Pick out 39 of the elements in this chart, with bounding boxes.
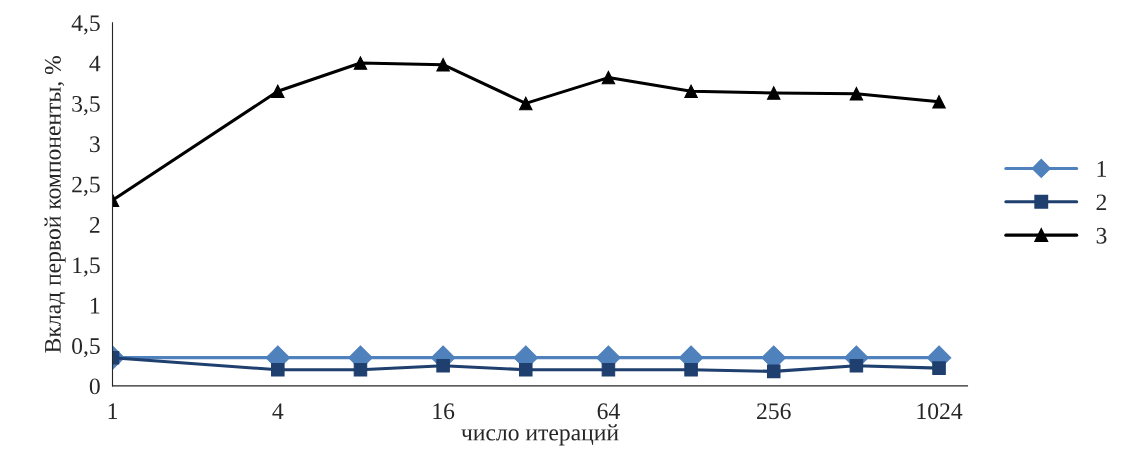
x-tick-label: 1: [108, 403, 117, 419]
x-tick-label: 16: [433, 403, 455, 420]
point: [932, 361, 946, 375]
point: [353, 56, 368, 70]
point: [271, 362, 285, 377]
point: [932, 95, 946, 109]
y-tick-label: 4,5: [71, 15, 100, 35]
y-tick-label: 2,5: [72, 176, 100, 196]
legend-label: 1: [1097, 161, 1106, 177]
point: [519, 362, 533, 377]
x-tick-label: 4: [272, 403, 284, 419]
y-tick-label: 0,5: [72, 338, 100, 358]
x-tick-label: 64: [597, 403, 620, 420]
y-tick-label: 1,5: [73, 257, 100, 277]
point: [601, 70, 616, 85]
point: [271, 84, 285, 99]
legend-label: 2: [1096, 194, 1107, 211]
point: [849, 358, 864, 373]
point: [766, 364, 781, 379]
y-axis-title: Вклад первой компоненты, %: [44, 56, 66, 353]
y-tick-label: 0: [89, 378, 100, 395]
point: [684, 84, 698, 99]
point: [601, 362, 616, 377]
point: [519, 96, 533, 111]
point: [766, 86, 781, 100]
x-tick-label: 256: [757, 403, 791, 420]
y-tick-label: 3: [90, 136, 100, 153]
x-axis-title: число итераций: [461, 424, 619, 446]
legend-label: 3: [1096, 227, 1107, 244]
y-tick-label: 1: [90, 297, 100, 314]
point: [436, 358, 450, 373]
point: [849, 86, 864, 101]
x-tick-label: 1024: [917, 403, 963, 420]
y-tick-label: 3,5: [72, 95, 100, 116]
y-tick-label: 4: [89, 55, 101, 72]
point: [684, 362, 698, 377]
y-tick-label: 2: [89, 217, 100, 233]
point: [353, 362, 368, 377]
point: [436, 57, 450, 72]
